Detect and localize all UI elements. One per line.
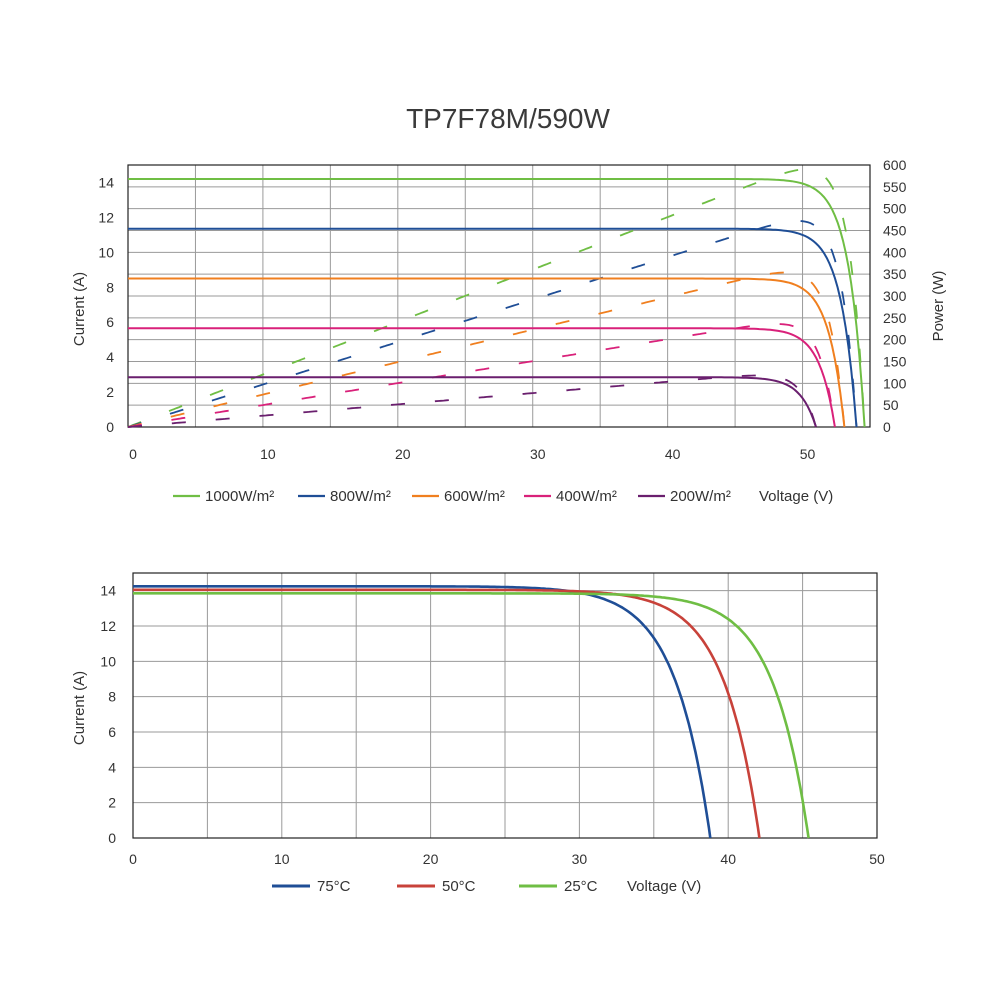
y-tick-label: 8 [106, 279, 114, 295]
legend-label: 75°C [317, 878, 351, 895]
irradiance-chart: 0 10 20 30 40 5002468101214050100150200250300… [71, 157, 947, 505]
y2-tick-label: 50 [883, 397, 899, 413]
y2-tick-label: 200 [883, 332, 907, 348]
iv-curve-1 [128, 227, 858, 428]
pv-curve-4 [127, 374, 817, 428]
y-tick-label: 10 [98, 244, 114, 260]
legend-label: 800W/m² [330, 488, 391, 505]
y-tick-label: 4 [108, 759, 116, 775]
plot-frame [127, 164, 871, 428]
iv-curve-4 [128, 376, 817, 428]
legend-label: 1000W/m² [205, 488, 274, 505]
y2-tick-label: 0 [883, 419, 891, 435]
pv-curve-0 [127, 168, 866, 428]
legend-label: 400W/m² [556, 488, 617, 505]
iv-curve-3 [128, 327, 836, 428]
pv-curve-3 [127, 322, 836, 428]
y2-tick-label: 500 [883, 201, 907, 217]
x-tick-label: 10 [260, 446, 276, 462]
x-tick-label: 0 [129, 446, 137, 462]
y-tick-label: 8 [108, 689, 116, 705]
x-tick-label: 20 [395, 446, 411, 462]
y-tick-label: 14 [98, 174, 114, 190]
y-tick-label: 12 [100, 618, 116, 634]
x-tick-label: 50 [869, 851, 885, 867]
legend-label: 200W/m² [670, 488, 731, 505]
legend-label: 600W/m² [444, 488, 505, 505]
y-tick-label: 2 [106, 384, 114, 400]
temperature-chart: 0 10 20 30 40 50 0 2 4 6 8 10 12 14 Current (A) 75°C 50°… [71, 572, 885, 895]
y-tick-label: 2 [108, 795, 116, 811]
legend-label: 25°C [564, 878, 598, 895]
x-axis-label: Voltage (V) [759, 488, 833, 505]
x-tick-label: 30 [530, 446, 546, 462]
y2-tick-label: 550 [883, 179, 907, 195]
y2-tick-label: 300 [883, 288, 907, 304]
y-tick-label: 0 [106, 419, 114, 435]
y2-tick-label: 100 [883, 375, 907, 391]
y2-tick-label: 250 [883, 310, 907, 326]
iv-curve-0 [133, 585, 712, 839]
y-axis-label: Current (A) [71, 272, 88, 346]
y-axis-label: Current (A) [71, 671, 88, 745]
y-tick-label: 10 [100, 653, 116, 669]
x-tick-label: 40 [720, 851, 736, 867]
y-tick-label: 6 [106, 314, 114, 330]
y-tick-label: 14 [100, 583, 116, 599]
y2-axis-label: Power (W) [930, 271, 947, 342]
iv-curve-1 [133, 588, 761, 839]
y2-tick-label: 450 [883, 223, 907, 239]
x-axis-label: Voltage (V) [627, 878, 701, 895]
y-tick-label: 6 [108, 724, 116, 740]
legend-label: 50°C [442, 878, 476, 895]
chart-title: TP7F78M/590W [406, 103, 610, 134]
y2-tick-label: 350 [883, 266, 907, 282]
x-tick-label: 0 [129, 851, 137, 867]
x-tick-label: 40 [665, 446, 681, 462]
iv-curve-2 [133, 592, 810, 839]
y2-tick-label: 400 [883, 244, 907, 260]
y-tick-label: 12 [98, 209, 114, 225]
y-tick-label: 4 [106, 349, 114, 365]
iv-curve-0 [128, 178, 866, 428]
x-tick-label: 20 [423, 851, 439, 867]
y-tick-label: 0 [108, 830, 116, 846]
plot-frame [132, 572, 878, 839]
x-tick-label: 30 [572, 851, 588, 867]
y2-tick-label: 150 [883, 354, 907, 370]
y2-tick-label: 600 [883, 157, 907, 173]
x-tick-label: 50 [800, 446, 816, 462]
iv-curve-2 [128, 277, 846, 428]
x-tick-label: 10 [274, 851, 290, 867]
